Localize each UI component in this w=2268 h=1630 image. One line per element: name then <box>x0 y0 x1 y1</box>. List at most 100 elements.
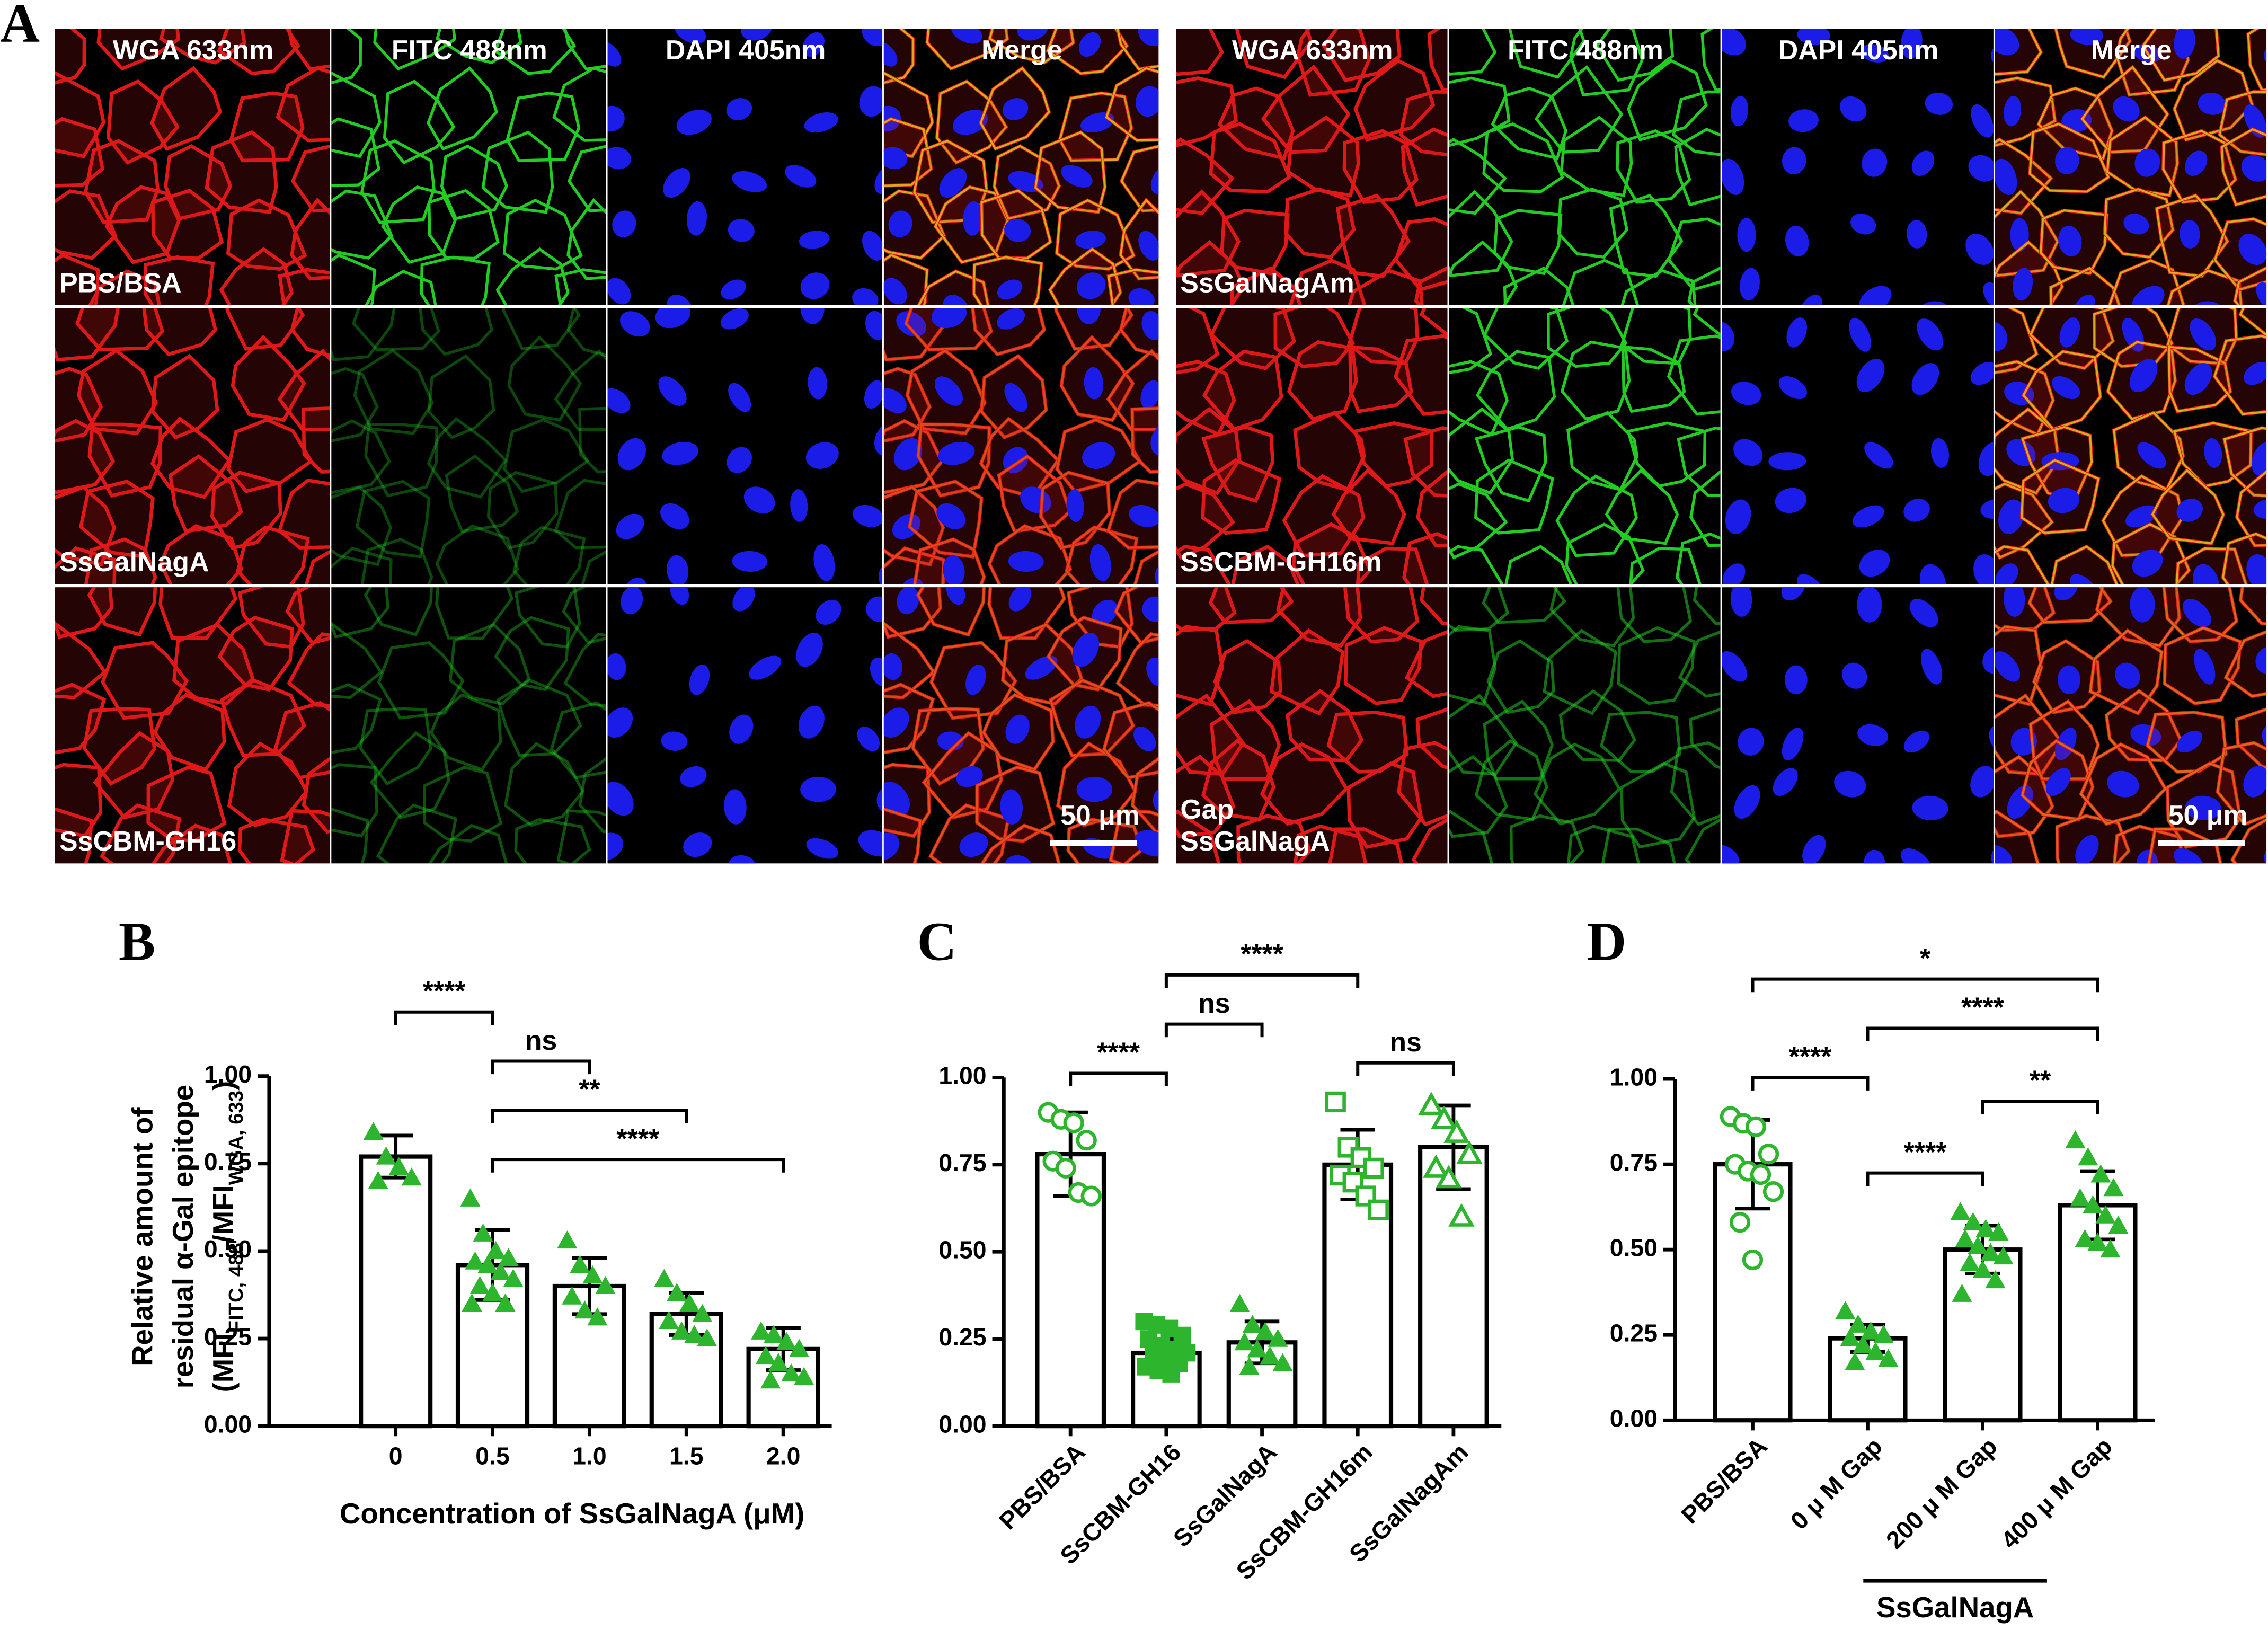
nucleus <box>749 655 782 680</box>
membrane-stain <box>55 807 94 864</box>
membrane-stain <box>287 29 330 72</box>
y-axis-label-part: /MFI <box>207 1185 240 1243</box>
membrane-stain <box>1402 532 1448 584</box>
nucleus <box>805 442 839 469</box>
nucleus <box>1730 95 1749 127</box>
nucleus <box>1852 505 1884 528</box>
nucleus <box>1768 452 1806 471</box>
merge-stain <box>1995 625 2042 706</box>
nucleus <box>607 388 631 413</box>
fitc-stain <box>1677 426 1721 498</box>
merge-stain <box>1060 336 1135 421</box>
membrane-stain <box>55 253 100 305</box>
merge-stain <box>2028 122 2110 193</box>
nucleus <box>2132 286 2165 305</box>
merge-stain <box>2173 59 2254 141</box>
nucleus <box>726 98 752 120</box>
membrane-stain <box>1209 122 1292 193</box>
nucleus <box>813 544 835 581</box>
fitc-stain <box>1558 689 1636 762</box>
data-point <box>1255 1322 1275 1340</box>
y-tick-label: 0.25 <box>204 1323 252 1350</box>
row-label: SsGalNagAm <box>1180 267 1354 298</box>
membrane-stain <box>153 693 226 772</box>
nucleus <box>883 653 902 680</box>
significance-bracket <box>491 1109 688 1123</box>
membrane-stain <box>1322 29 1402 82</box>
membrane-stain <box>1356 546 1429 584</box>
merge-stain <box>1107 269 1159 305</box>
nucleus <box>2136 849 2158 864</box>
membrane-stain <box>280 809 330 864</box>
nucleus <box>1076 776 1113 802</box>
fitc-stain <box>427 66 498 151</box>
nucleus <box>866 596 883 622</box>
nucleus <box>607 707 633 738</box>
nucleus <box>1995 29 2019 56</box>
channel-header: DAPI 405nm <box>666 34 826 65</box>
data-point <box>1861 1321 1881 1340</box>
data-point <box>1762 1181 1784 1202</box>
data-point <box>1368 1199 1389 1220</box>
data-point <box>1234 1332 1255 1351</box>
data-point <box>1080 1185 1102 1207</box>
data-point <box>495 1293 516 1312</box>
fitc-stain <box>331 485 393 566</box>
nucleus <box>2182 599 2211 627</box>
nucleus <box>1089 544 1111 581</box>
data-point <box>574 1300 595 1319</box>
x-tick-label: 2.0 <box>766 1442 800 1469</box>
data-point <box>1745 1116 1767 1137</box>
membrane-stain <box>55 683 107 755</box>
fitc-stain <box>554 349 606 431</box>
fitc-stain <box>1474 458 1554 535</box>
data-point <box>1229 1294 1250 1312</box>
nucleus <box>870 658 883 687</box>
significance-bracket <box>1866 1171 1984 1186</box>
nucleus <box>670 587 689 605</box>
nucleus <box>1903 499 1930 522</box>
fitc-stain <box>507 335 582 422</box>
nucleus <box>1722 321 1735 351</box>
merge-stain <box>917 423 990 497</box>
fitc-stain <box>1449 76 1511 147</box>
merge-stain <box>883 308 948 361</box>
nucleus <box>616 513 644 539</box>
merge-stain <box>2111 523 2191 584</box>
membrane-stain <box>1202 349 1283 431</box>
nucleus <box>1722 29 1747 56</box>
micrograph-background <box>607 308 883 584</box>
nucleus <box>728 219 755 242</box>
membrane-stain <box>143 255 215 305</box>
fitc-stain <box>502 308 581 351</box>
nucleus <box>1840 96 1867 122</box>
merge-stain <box>1995 545 2050 584</box>
nucleus <box>1005 855 1032 864</box>
data-point <box>679 1293 700 1312</box>
membrane-stain <box>87 587 157 637</box>
fitc-stain <box>514 587 581 649</box>
data-point <box>465 1251 485 1270</box>
significance-label: **** <box>423 976 466 1006</box>
merge-stain <box>914 538 986 584</box>
nucleus <box>1857 724 1889 746</box>
nucleus <box>683 832 712 857</box>
membrane-stain <box>55 546 117 584</box>
fitc-stain <box>1605 468 1679 545</box>
merge-stain <box>2103 188 2174 259</box>
merge-stain <box>972 256 1043 305</box>
nucleus <box>938 441 975 465</box>
micrograph <box>1176 29 1448 305</box>
fitc-stain <box>578 406 606 474</box>
membrane-stain <box>290 197 330 281</box>
fitc-stain <box>429 693 502 772</box>
fitc-stain <box>1483 699 1554 781</box>
membrane-stain <box>1176 308 1220 375</box>
data-point <box>764 1325 784 1343</box>
micrograph <box>607 29 883 305</box>
x-tick-label: 1.5 <box>669 1442 703 1469</box>
significance-label: ns <box>525 1025 557 1056</box>
fitc-stain <box>1595 29 1675 82</box>
membrane-stain <box>290 308 330 358</box>
channel-header: Merge <box>2091 34 2172 65</box>
